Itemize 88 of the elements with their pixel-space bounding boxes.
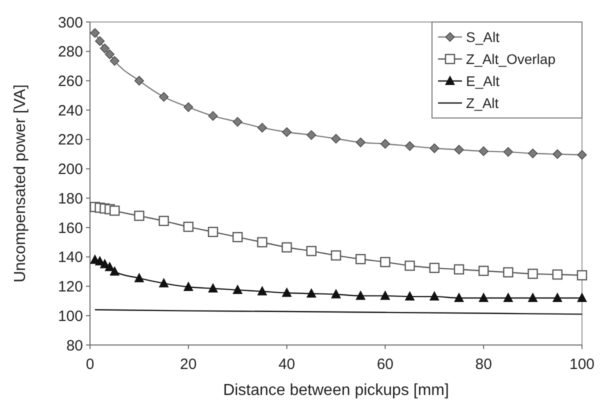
point: [454, 264, 464, 274]
point: [576, 270, 588, 280]
point: [380, 256, 390, 268]
point: [232, 232, 243, 242]
point: [104, 50, 114, 60]
y-tick-label: 240: [58, 102, 83, 120]
point: [208, 226, 218, 238]
point: [208, 111, 218, 121]
legend-label: Z_Alt_Overlap: [466, 50, 556, 67]
point: [257, 122, 267, 133]
point: [134, 76, 144, 86]
point: [478, 266, 489, 276]
point: [429, 291, 440, 301]
point: [306, 288, 316, 298]
x-tick-label: 20: [180, 356, 197, 373]
point: [503, 292, 514, 302]
y-tick-label: 180: [58, 190, 83, 208]
point: [552, 149, 562, 159]
point: [552, 269, 562, 280]
point: [430, 143, 440, 154]
point: [110, 266, 120, 276]
point: [306, 130, 316, 140]
point: [100, 44, 110, 54]
point: [478, 292, 489, 302]
point: [282, 287, 292, 297]
legend-label: Z_Alt: [466, 94, 499, 111]
x-axis-title: Distance between pickups [mm]: [223, 382, 449, 399]
y-tick-label: 220: [58, 132, 83, 149]
y-tick-label: 100: [58, 308, 83, 325]
x-tick-label: 60: [376, 356, 394, 373]
point: [552, 292, 562, 302]
point: [503, 147, 513, 157]
point: [232, 284, 243, 294]
point: [380, 290, 390, 300]
point: [257, 237, 268, 248]
point: [159, 92, 169, 102]
point: [577, 292, 587, 302]
point: [577, 150, 587, 160]
point: [404, 291, 415, 301]
point: [158, 216, 169, 226]
point: [232, 117, 242, 127]
x-tick-label: 40: [278, 356, 296, 373]
point: [306, 246, 316, 256]
point: [380, 139, 390, 149]
x-tick-label: 80: [475, 356, 492, 373]
point: [134, 210, 144, 221]
point: [331, 134, 341, 144]
point: [282, 242, 292, 252]
point: [528, 148, 538, 158]
legend-label: E_Alt: [466, 72, 500, 89]
point: [404, 260, 415, 271]
y-tick-label: 80: [66, 337, 83, 354]
point: [95, 36, 105, 46]
point: [158, 278, 169, 288]
y-axis-title: Uncompensated power [VA]: [12, 84, 29, 283]
y-tick-label: 300: [58, 14, 83, 32]
point: [257, 286, 268, 296]
point: [331, 288, 341, 298]
y-tick-label: 120: [58, 278, 83, 296]
point: [184, 102, 194, 112]
point: [282, 127, 292, 137]
y-tick-label: 260: [58, 72, 83, 90]
y-tick-label: 280: [58, 44, 83, 61]
point: [134, 272, 144, 282]
point: [183, 282, 194, 292]
point: [356, 290, 366, 300]
point: [183, 222, 194, 232]
y-tick-label: 160: [58, 220, 83, 237]
point: [90, 28, 100, 38]
point: [356, 138, 366, 148]
point: [405, 141, 415, 151]
point: [454, 292, 464, 302]
point: [503, 267, 514, 278]
point: [110, 206, 120, 216]
point: [208, 282, 218, 292]
point: [528, 292, 538, 302]
point: [429, 262, 440, 274]
point: [356, 254, 366, 264]
legend-label: S_Alt: [466, 28, 500, 45]
x-tick-label: 100: [569, 356, 595, 373]
point: [478, 146, 488, 156]
point: [528, 268, 538, 279]
point: [330, 250, 342, 261]
x-tick-label: 0: [86, 356, 94, 373]
y-tick-label: 200: [58, 161, 83, 178]
point: [454, 144, 464, 155]
y-tick-label: 140: [58, 249, 83, 266]
point: [110, 56, 120, 66]
